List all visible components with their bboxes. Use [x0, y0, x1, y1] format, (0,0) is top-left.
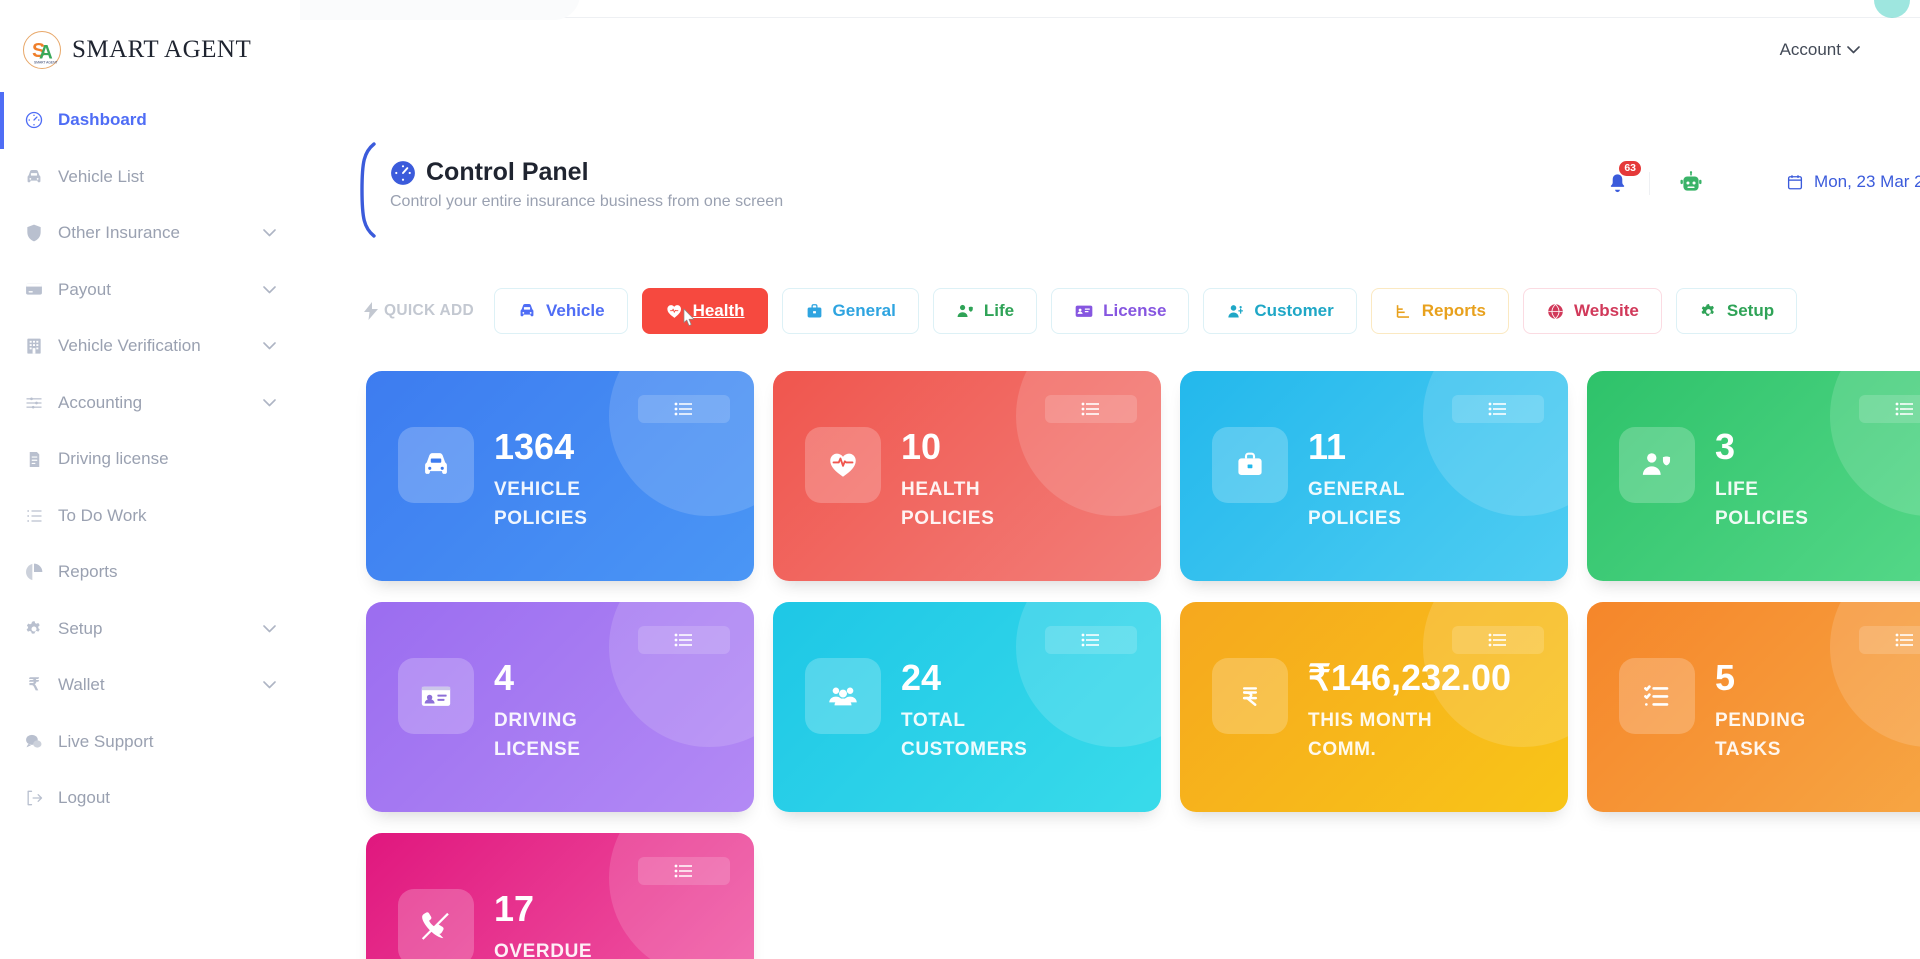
svg-text:SMART AGENT: SMART AGENT: [34, 61, 58, 65]
